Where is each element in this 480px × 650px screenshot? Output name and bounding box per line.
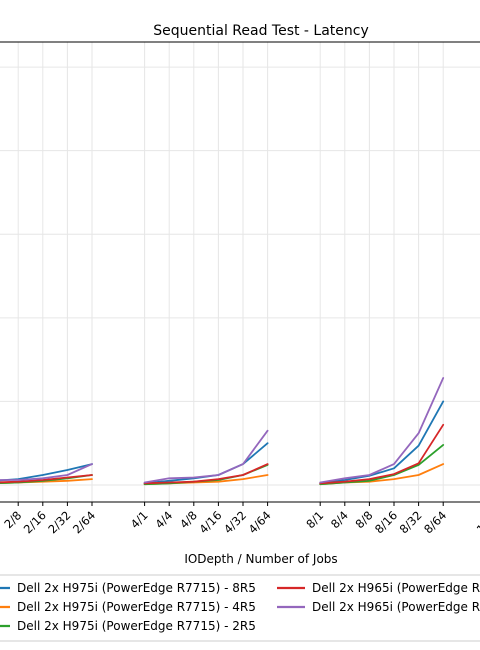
series-line-5-group-3 xyxy=(319,377,445,484)
series-line-3-group-3 xyxy=(319,443,445,486)
legend-label: Dell 2x H975i (PowerEdge R7715) - 2R5 xyxy=(17,619,256,633)
x-tick-label: 2/64 xyxy=(70,508,98,536)
series-line-1-group-1 xyxy=(0,463,93,482)
x-tick-label: 4/16 xyxy=(196,508,224,536)
series-line-1-group-3 xyxy=(319,400,445,485)
x-tick-label: 8/16 xyxy=(372,508,400,536)
x-tick-label: 4/1 xyxy=(128,508,151,531)
legend-box xyxy=(0,574,480,642)
series-line-5-group-2 xyxy=(143,429,269,484)
x-tick-label: 2/32 xyxy=(45,508,73,536)
x-tick-label: 8/32 xyxy=(397,508,425,536)
gridlines xyxy=(0,42,480,502)
legend-label: Dell 2x H965i (PowerEdge R7715) - 8R5 xyxy=(312,581,480,595)
x-tick-labels: 2/12/42/82/162/322/644/14/44/84/164/324/… xyxy=(1,502,480,536)
x-tick-label: 4/64 xyxy=(246,508,274,536)
legend-label: Dell 2x H975i (PowerEdge R7715) - 8R5 xyxy=(17,581,256,595)
axes xyxy=(0,41,480,503)
chart-title: Sequential Read Test - Latency xyxy=(153,23,369,39)
legend-label: Dell 2x H975i (PowerEdge R7715) - 4R5 xyxy=(17,600,256,614)
x-tick-label: 8/1 xyxy=(303,508,326,531)
series-line-4-group-2 xyxy=(143,463,269,485)
x-tick-label: 8/4 xyxy=(328,508,351,531)
series-line-4-group-1 xyxy=(0,474,93,484)
x-tick-label: 4/4 xyxy=(152,508,175,531)
legend-label: Dell 2x H965i (PowerEdge R7715) - 4R5 xyxy=(312,600,480,614)
x-tick-label: 16/1 xyxy=(474,508,480,536)
legend: Dell 2x H975i (PowerEdge R7715) - 8R5 Del… xyxy=(0,574,480,642)
x-tick-label: 8/64 xyxy=(421,508,449,536)
series-line-5-group-1 xyxy=(0,463,93,481)
series-line-4-group-3 xyxy=(319,423,445,485)
x-tick-label: 2/16 xyxy=(21,508,49,536)
x-tick-label: 4/32 xyxy=(221,508,249,536)
series-lines xyxy=(0,377,445,486)
x-axis-label: IODepth / Number of Jobs xyxy=(184,552,337,566)
